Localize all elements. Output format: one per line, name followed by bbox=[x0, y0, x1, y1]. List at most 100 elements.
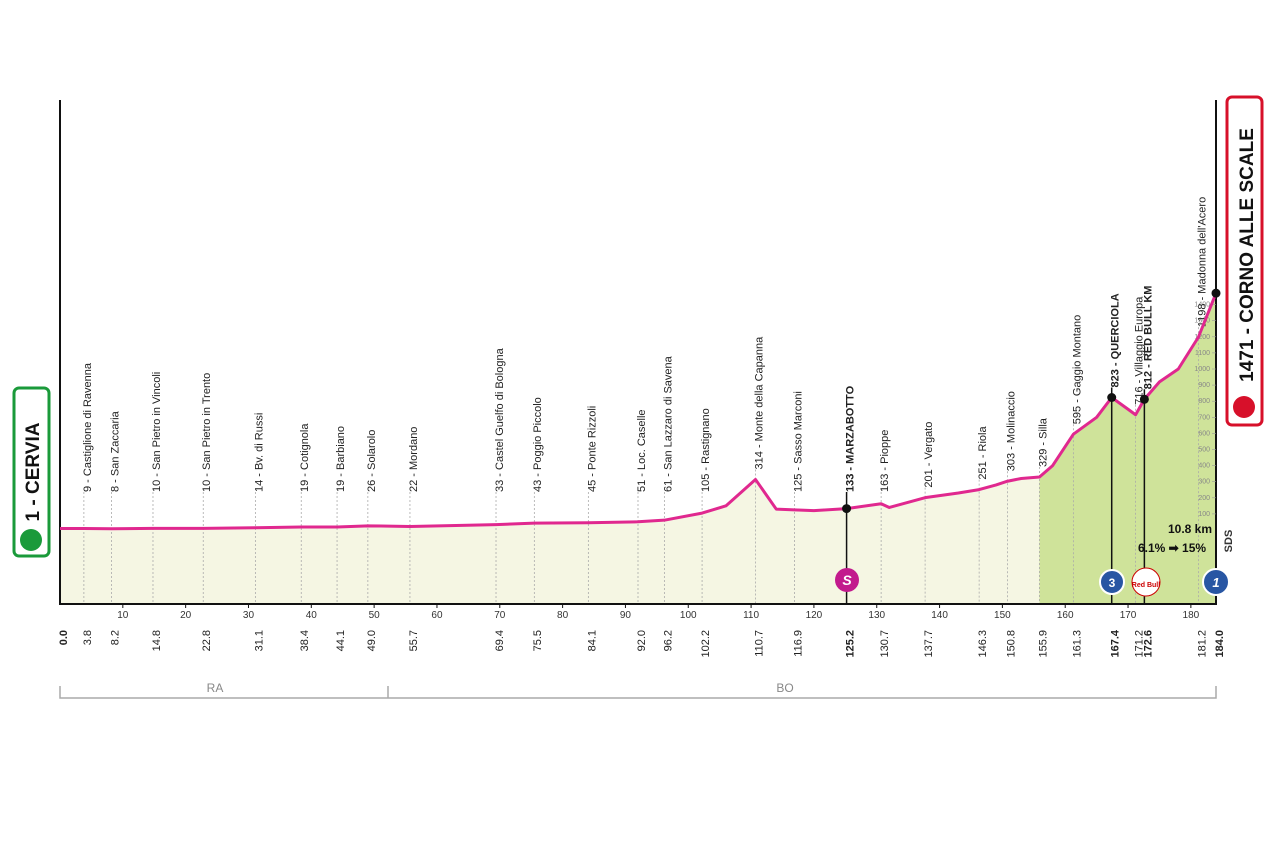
waypoint-label: 10 - San Pietro in Vincoli bbox=[151, 372, 163, 492]
km-label: 125.2 bbox=[844, 630, 856, 658]
waypoint-label: 22 - Mordano bbox=[408, 427, 420, 492]
km-label: 102.2 bbox=[700, 630, 712, 658]
y-tick-label: 900 bbox=[1198, 382, 1210, 389]
x-tick-label: 30 bbox=[243, 610, 255, 621]
km-label: 55.7 bbox=[408, 630, 420, 651]
y-tick-label: 1400 bbox=[1194, 302, 1210, 309]
waypoint-dot bbox=[842, 504, 852, 514]
waypoint-label: 133 - MARZABOTTO bbox=[844, 385, 856, 492]
km-label: 172.6 bbox=[1142, 630, 1154, 658]
waypoint-label: 43 - Poggio Piccolo bbox=[532, 397, 544, 492]
y-tick-label: 500 bbox=[1198, 447, 1210, 454]
y-tick-label: 1000 bbox=[1194, 366, 1210, 373]
waypoint-label: 1198 - Madonna dell'Acero bbox=[1196, 197, 1208, 327]
waypoint-label: 26 - Solarolo bbox=[366, 430, 378, 492]
waypoint-label: 201 - Vergato bbox=[923, 422, 935, 488]
climb-length: 10.8 km bbox=[1168, 522, 1212, 536]
finish-dot bbox=[1211, 288, 1221, 298]
region-label: BO bbox=[776, 681, 793, 695]
km-label: 92.0 bbox=[636, 630, 648, 651]
x-tick-label: 130 bbox=[868, 610, 885, 621]
y-tick-label: 800 bbox=[1198, 398, 1210, 405]
km-label: 0.0 bbox=[58, 630, 70, 645]
x-tick-label: 180 bbox=[1183, 610, 1200, 621]
waypoint-label: 33 - Castel Guelfo di Bologna bbox=[494, 347, 506, 492]
waypoint-label: 163 - Pioppe bbox=[879, 430, 891, 492]
y-tick-label: 600 bbox=[1198, 430, 1210, 437]
x-tick-label: 60 bbox=[431, 610, 443, 621]
region-bar bbox=[59, 686, 1217, 699]
waypoint-label: 19 - Barbiano bbox=[335, 426, 347, 492]
finish-marker bbox=[1202, 568, 1230, 596]
km-label: 3.8 bbox=[82, 630, 94, 645]
y-tick-label: 1300 bbox=[1194, 318, 1210, 325]
x-tick-label: 50 bbox=[369, 610, 381, 621]
waypoint-label: 314 - Monte della Capanna bbox=[753, 336, 765, 470]
waypoint-label: 45 - Ponte Rizzoli bbox=[586, 406, 598, 492]
y-tick-label: 300 bbox=[1198, 479, 1210, 486]
sprint-marker bbox=[835, 568, 859, 592]
km-label: 38.4 bbox=[299, 630, 311, 651]
km-label: 155.9 bbox=[1037, 630, 1049, 658]
waypoint-dot bbox=[1139, 394, 1149, 404]
km-label: 130.7 bbox=[879, 630, 891, 658]
km-label: 116.9 bbox=[792, 630, 804, 657]
kom-label: 3 bbox=[1109, 576, 1116, 590]
y-tick-label: 200 bbox=[1198, 495, 1210, 502]
km-label: 84.1 bbox=[586, 630, 598, 651]
waypoint-label: 61 - San Lazzaro di Savena bbox=[662, 355, 674, 492]
waypoint-label: 14 - Bv. di Russi bbox=[253, 413, 265, 492]
km-label: 44.1 bbox=[335, 630, 347, 651]
x-tick-label: 70 bbox=[494, 610, 506, 621]
km-label: 181.2 bbox=[1196, 630, 1208, 658]
finish-label: 1471 - CORNO ALLE SCALE bbox=[1237, 128, 1258, 382]
waypoint-label: 9 - Castiglione di Ravenna bbox=[82, 362, 94, 492]
waypoint-label: 812 - RED BULL KM bbox=[1142, 286, 1154, 390]
finish-marker-label: 1 bbox=[1212, 575, 1219, 590]
finish-box bbox=[1225, 95, 1264, 427]
km-label: 75.5 bbox=[532, 630, 544, 651]
waypoint-label: 51 - Loc. Caselle bbox=[636, 409, 648, 492]
waypoint-label: 10 - San Pietro in Trento bbox=[201, 373, 213, 492]
km-label: 22.8 bbox=[201, 630, 213, 651]
km-label: 167.4 bbox=[1110, 629, 1122, 657]
waypoint-label: 595 - Gaggio Montano bbox=[1071, 315, 1083, 424]
waypoint-label: 125 - Sasso Marconi bbox=[792, 391, 804, 492]
climb-gradient: 6.1% ➡ 15% bbox=[1138, 541, 1206, 555]
redbull-label: Red Bull bbox=[1132, 582, 1160, 589]
finish-icon bbox=[1233, 396, 1255, 418]
start-box bbox=[12, 386, 51, 558]
waypoint-label: 105 - Rastignano bbox=[700, 408, 712, 492]
km-label: 31.1 bbox=[253, 630, 265, 651]
x-tick-label: 150 bbox=[994, 610, 1011, 621]
guides bbox=[83, 327, 1199, 604]
km-label: 69.4 bbox=[494, 630, 506, 651]
km-label: 161.3 bbox=[1071, 630, 1083, 658]
km-label: 110.7 bbox=[753, 630, 765, 657]
x-tick-label: 40 bbox=[306, 610, 318, 621]
x-tick-label: 100 bbox=[680, 610, 697, 621]
km-label: 146.3 bbox=[977, 630, 989, 658]
km-label: 171.2 bbox=[1133, 630, 1145, 658]
y-tick-label: 100 bbox=[1198, 511, 1210, 518]
km-label: 150.8 bbox=[1005, 630, 1017, 658]
y-tick-label: 1200 bbox=[1194, 334, 1210, 341]
x-tick-label: 10 bbox=[117, 610, 129, 621]
waypoint-label: 303 - Molinaccio bbox=[1005, 391, 1017, 471]
waypoint-label: 716 - Villaggio Europa bbox=[1133, 296, 1145, 405]
waypoint-label: 19 - Cotignola bbox=[299, 423, 311, 492]
kom-marker bbox=[1099, 569, 1125, 595]
waypoint-label: 251 - Riola bbox=[977, 426, 989, 480]
sprint-label: S bbox=[842, 572, 852, 588]
waypoint-label: 823 - QUERCIOLA bbox=[1110, 293, 1122, 387]
x-tick-label: 120 bbox=[806, 610, 823, 621]
brand: SDS bbox=[1223, 530, 1235, 553]
x-tick-label: 20 bbox=[180, 610, 192, 621]
y-tick-label: 400 bbox=[1198, 463, 1210, 470]
waypoint-dot bbox=[1107, 392, 1117, 402]
x-tick-label: 170 bbox=[1120, 610, 1137, 621]
km-label: 137.7 bbox=[923, 630, 935, 658]
km-label: 14.8 bbox=[151, 630, 163, 651]
